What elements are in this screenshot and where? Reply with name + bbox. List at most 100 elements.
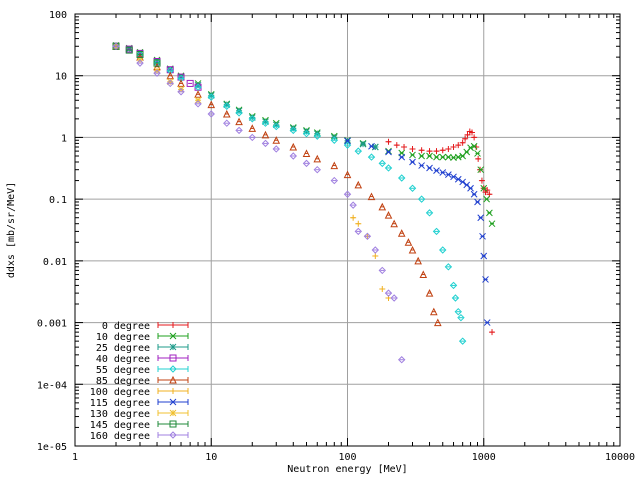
series-115-degree [344,137,491,326]
data-point [302,129,311,138]
series-100-degree [350,214,392,302]
data-point [372,252,379,259]
legend-marker [169,343,177,351]
data-point [186,79,194,87]
data-point [439,147,446,154]
data-point [248,114,256,121]
data-point [166,79,174,88]
data-point [483,319,491,326]
series-55-degree [112,42,467,345]
data-point [302,149,311,157]
data-point [445,145,452,152]
data-point [439,246,447,254]
data-point [223,101,231,108]
data-point [449,281,458,290]
data-point [432,227,441,236]
data-point [166,78,174,86]
data-point [462,135,469,142]
data-point [289,125,297,132]
legend-marker [169,365,177,373]
grid-lines [75,14,620,446]
data-point [454,175,462,183]
data-point [401,143,408,150]
data-point [409,151,416,159]
data-point [354,227,362,236]
data-point [488,220,496,228]
data-point [444,263,453,271]
x-tick-label: 1 [72,452,78,463]
data-point [343,190,352,198]
data-point [248,124,257,132]
data-point [350,214,357,221]
legend-entry: 100 degree [90,387,189,398]
data-point [262,118,269,126]
y-tick-label: 10 [55,72,67,83]
legend-marker [169,431,177,439]
axis-ticks: 1 10 100 1000 10000 100 10 1 0.1 0.01 0.001 1e-04 1e… [37,10,635,463]
data-point [354,180,363,189]
x-tick-label: 100 [338,452,356,463]
data-point [367,153,376,161]
series-25-degree [112,42,379,151]
data-point [479,232,486,240]
y-tick-label: 1 [61,133,67,144]
data-point [430,307,438,316]
data-point [349,201,357,209]
data-point [261,119,270,127]
data-point [385,147,392,155]
data-point [207,92,215,99]
data-point [454,153,462,161]
data-point [303,128,310,135]
data-point [385,138,392,145]
data-point [470,142,478,150]
legend-entry: 55 degree [96,365,189,376]
data-point [458,337,467,345]
y-tick-label: 1e-04 [37,380,67,391]
data-point [378,159,386,168]
data-point [471,134,478,141]
data-point [112,42,120,50]
data-point [482,276,489,283]
data-point [390,219,398,228]
legend-marker [169,354,177,362]
legend-label: 85 degree [96,376,150,387]
data-point [439,153,447,161]
data-point [464,131,471,138]
data-point [355,220,362,227]
data-point [385,148,392,156]
x-tick-label: 10 [205,452,217,463]
data-point [371,246,380,254]
y-tick-label: 0.01 [43,257,67,268]
data-point [330,136,339,144]
data-point [454,307,462,316]
data-point [474,198,481,206]
data-point [450,143,457,150]
data-point [450,173,457,181]
series-160-degree [112,42,406,364]
legend-marker [170,388,176,394]
data-point [425,289,434,297]
data-point [302,159,311,168]
y-tick-label: 0.001 [37,319,67,330]
legend-entry: 85 degree [96,375,189,387]
data-point [477,166,485,174]
data-point [419,270,428,279]
data-point [272,145,280,153]
data-point [235,126,243,135]
y-tick-label: 0.1 [49,195,67,206]
data-point [378,266,386,275]
data-point [363,232,372,241]
data-point [418,152,425,160]
data-point [474,150,481,157]
data-point [313,165,321,174]
data-point [433,148,440,155]
data-point [425,209,434,217]
data-point [457,313,465,322]
legend-entry: 40 degree [96,354,189,365]
data-point [433,318,442,327]
data-point [343,141,352,149]
legend-entry: 10 degree [96,332,189,343]
data-point [235,117,243,126]
data-point [384,211,393,219]
data-point [344,137,351,145]
